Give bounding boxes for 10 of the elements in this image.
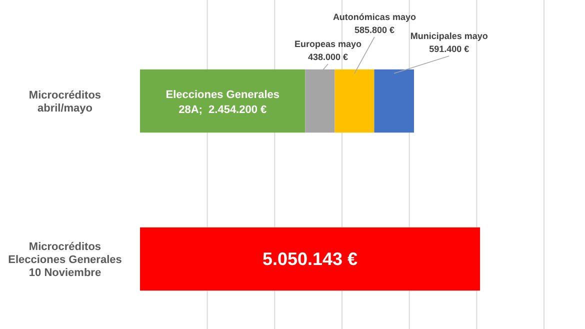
bar	[140, 69, 306, 133]
y-tick-label: Microcréditos Elecciones Generales 10 Noviembre	[8, 241, 122, 279]
bar	[374, 69, 414, 133]
data-label: Elecciones Generales 28A; 2.454.200 €	[166, 89, 280, 116]
data-label: Municipales mayo 591.400 €	[410, 31, 488, 54]
data-label: Europeas mayo 438.000 €	[294, 39, 362, 62]
y-tick-label: Microcréditos abril/mayo	[28, 90, 102, 114]
bar	[140, 227, 480, 291]
data-label: 5.050.143 €	[262, 249, 358, 269]
bar	[334, 69, 374, 133]
